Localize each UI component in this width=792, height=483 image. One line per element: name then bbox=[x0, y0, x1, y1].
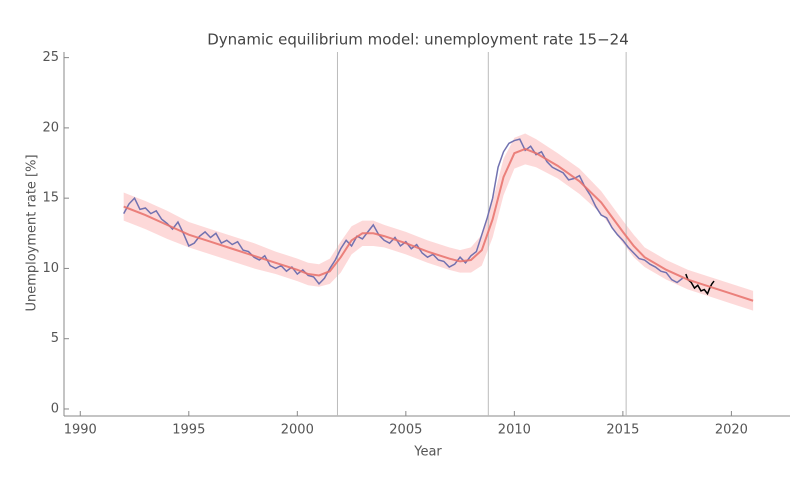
data-line bbox=[123, 138, 684, 286]
x-tick-label: 2005 bbox=[389, 423, 422, 438]
x-tick-label: 2000 bbox=[281, 423, 314, 438]
y-tick-label: 0 bbox=[51, 401, 59, 416]
x-axis-label: Year bbox=[413, 445, 442, 460]
confidence-band bbox=[123, 133, 754, 311]
y-tick-label: 10 bbox=[42, 261, 59, 276]
x-tick-label: 1990 bbox=[64, 423, 97, 438]
y-tick-label: 15 bbox=[42, 191, 59, 206]
x-tick-label: 2015 bbox=[606, 423, 639, 438]
x-tick-label: 2020 bbox=[715, 423, 748, 438]
y-tick-label: 25 bbox=[42, 50, 59, 65]
x-tick-label: 2010 bbox=[498, 423, 531, 438]
chart-title: Dynamic equilibrium model: unemployment … bbox=[207, 31, 629, 49]
model-line bbox=[123, 147, 754, 302]
y-tick-label: 20 bbox=[42, 120, 59, 135]
x-tick-label: 1995 bbox=[172, 423, 205, 438]
y-axis-label: Unemployment rate [%] bbox=[25, 154, 40, 311]
y-tick-label: 5 bbox=[51, 331, 59, 346]
